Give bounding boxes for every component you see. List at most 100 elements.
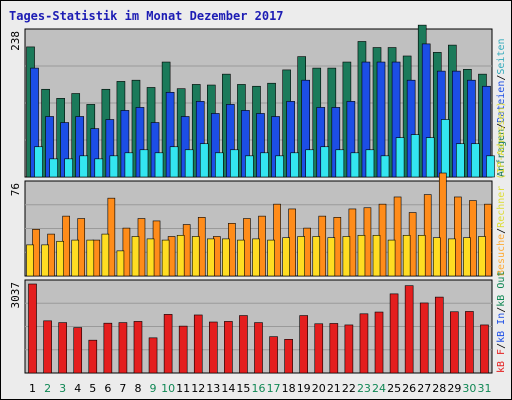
bar-seiten-day-17 xyxy=(275,155,284,178)
bar-rechner-ip-adressen--day-16 xyxy=(252,238,260,277)
day-label-27: 27 xyxy=(417,382,431,395)
panel-3: 3037 xyxy=(9,279,493,374)
day-label-8: 8 xyxy=(134,382,141,395)
bar-rechner-ip-adressen--day-9 xyxy=(146,238,155,277)
day-label-14: 14 xyxy=(221,382,235,395)
bar-kb-f-day-22 xyxy=(344,324,354,374)
day-label-1: 1 xyxy=(29,382,36,395)
bar-kb-f-day-10 xyxy=(163,314,173,374)
day-label-6: 6 xyxy=(104,382,111,395)
bar-kb-f-day-6 xyxy=(103,322,113,374)
bar-kb-f-day-24 xyxy=(374,311,384,374)
bar-seiten-day-29 xyxy=(456,143,465,178)
bar-seiten-day-26 xyxy=(410,134,420,178)
bar-kb-f-day-11 xyxy=(178,325,188,374)
bar-rechner-ip-adressen--day-14 xyxy=(222,238,230,277)
day-label-9: 9 xyxy=(150,382,157,395)
bar-kb-f-day-2 xyxy=(43,320,52,374)
day-label-24: 24 xyxy=(372,382,386,395)
bar-rechner-ip-adressen--day-24 xyxy=(372,234,381,277)
bar-kb-f-day-23 xyxy=(359,313,369,374)
bar-kb-f-day-3 xyxy=(58,322,67,374)
bar-kb-f-day-28 xyxy=(434,296,444,374)
bar-seiten-day-14 xyxy=(230,149,239,178)
legend-part: kB Out xyxy=(496,271,507,307)
bar-kb-f-day-17 xyxy=(269,336,278,374)
panel-2: 76 xyxy=(9,172,493,277)
legend-part: / xyxy=(496,123,507,129)
day-label-23: 23 xyxy=(357,382,371,395)
bar-kb-f-day-20 xyxy=(314,323,324,374)
day-label-22: 22 xyxy=(342,382,356,395)
bar-rechner-ip-adressen--day-15 xyxy=(237,239,245,277)
day-label-10: 10 xyxy=(161,382,175,395)
bar-seiten-day-1 xyxy=(34,146,43,178)
legend-part: / xyxy=(496,75,507,81)
bar-kb-f-day-18 xyxy=(284,338,293,374)
legend-part: kB In xyxy=(496,313,507,343)
bar-rechner-ip-adressen--day-25 xyxy=(387,239,396,277)
bar-seiten-day-19 xyxy=(305,149,314,178)
legend-part: / xyxy=(496,228,507,234)
bar-rechner-ip-adressen--day-22 xyxy=(342,236,351,277)
bar-kb-f-day-5 xyxy=(88,339,98,374)
bar-seiten-day-13 xyxy=(215,152,224,178)
bar-rechner-ip-adressen--day-10 xyxy=(161,239,170,277)
bar-kb-f-day-31 xyxy=(480,324,489,374)
bar-seiten-day-31 xyxy=(486,155,495,178)
legend-part: / xyxy=(496,343,507,349)
bar-rechner-ip-adressen--day-28 xyxy=(432,237,441,277)
day-label-16: 16 xyxy=(252,382,266,395)
legend-part: Rechner (IP-Adressen) xyxy=(496,101,507,227)
panel-1: 238 xyxy=(9,24,495,178)
bar-seiten-day-16 xyxy=(260,152,269,178)
bar-seiten-day-12 xyxy=(199,143,209,178)
bar-rechner-ip-adressen--day-5 xyxy=(86,239,95,277)
bar-seiten-day-11 xyxy=(184,149,194,178)
bar-seiten-day-15 xyxy=(245,155,254,178)
day-label-30: 30 xyxy=(462,382,476,395)
bar-rechner-ip-adressen--day-2 xyxy=(41,244,49,277)
day-label-25: 25 xyxy=(387,382,401,395)
bar-seiten-day-8 xyxy=(139,149,149,178)
bar-rechner-ip-adressen--day-13 xyxy=(207,238,215,277)
bar-kb-f-day-21 xyxy=(329,323,339,374)
day-label-2: 2 xyxy=(44,382,51,395)
legend-panel-3: kB F/kB In/kB Out xyxy=(496,271,507,373)
bar-kb-f-day-4 xyxy=(73,327,83,374)
bar-rechner-ip-adressen--day-27 xyxy=(417,234,426,277)
bar-rechner-ip-adressen--day-20 xyxy=(312,236,321,277)
bar-rechner-ip-adressen--day-30 xyxy=(463,237,471,277)
bar-rechner-ip-adressen--day-6 xyxy=(101,233,110,277)
bar-rechner-ip-adressen--day-21 xyxy=(327,237,336,277)
bar-seiten-day-24 xyxy=(380,155,390,178)
y-max-label: 3037 xyxy=(9,282,22,309)
legend-part: Besuche xyxy=(496,234,507,276)
day-label-5: 5 xyxy=(89,382,96,395)
bar-kb-f-day-9 xyxy=(148,337,158,374)
bar-seiten-day-4 xyxy=(79,155,89,178)
bar-besuche-day-25 xyxy=(393,196,402,277)
legend-part: Anfragen xyxy=(496,129,507,177)
day-label-12: 12 xyxy=(191,382,205,395)
bar-seiten-day-22 xyxy=(350,152,360,178)
bar-seiten-day-23 xyxy=(365,149,375,178)
bar-rechner-ip-adressen--day-26 xyxy=(402,234,411,277)
bar-seiten-day-9 xyxy=(154,152,164,178)
bar-kb-f-day-14 xyxy=(224,321,233,374)
day-label-31: 31 xyxy=(477,382,491,395)
bar-seiten-day-5 xyxy=(94,158,104,178)
bar-kb-f-day-1 xyxy=(28,283,37,374)
bar-besuche-day-29 xyxy=(454,196,462,277)
bar-seiten-day-10 xyxy=(169,146,179,178)
day-label-15: 15 xyxy=(236,382,250,395)
bar-rechner-ip-adressen--day-19 xyxy=(297,236,305,277)
bar-kb-f-day-30 xyxy=(465,311,474,374)
day-label-3: 3 xyxy=(59,382,66,395)
day-label-11: 11 xyxy=(176,382,190,395)
bar-kb-f-day-26 xyxy=(404,285,414,374)
bar-seiten-day-28 xyxy=(440,119,450,178)
bar-seiten-day-18 xyxy=(290,152,299,178)
